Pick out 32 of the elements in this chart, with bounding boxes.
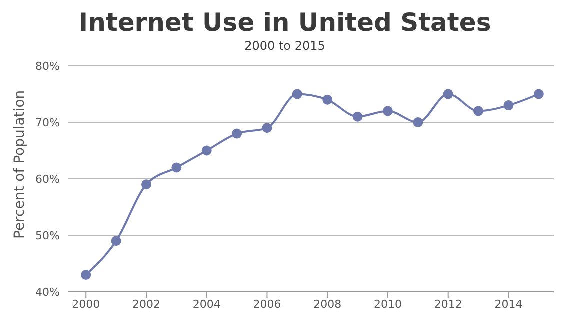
y-tick-label: 40% [36, 286, 60, 299]
point [504, 100, 514, 111]
point [202, 146, 212, 156]
y-tick-label: 50% [36, 229, 60, 242]
point [352, 112, 363, 122]
x-tick-label: 2008 [314, 298, 342, 311]
x-tick-label: 2004 [192, 298, 221, 311]
point [322, 94, 333, 105]
point [474, 106, 484, 116]
point [141, 180, 152, 190]
point [111, 236, 122, 246]
point [232, 128, 242, 139]
y-tick-label: 60% [36, 172, 60, 186]
point [262, 123, 272, 134]
x-tick-label: 2010 [374, 298, 402, 311]
y-axis-title: Percent of Population [12, 90, 28, 239]
point [292, 89, 302, 100]
x-tick-label: 2000 [72, 298, 100, 311]
y-tick-label: 70% [36, 116, 60, 130]
y-tick-label: 80% [36, 60, 60, 73]
x-tick-label: 2006 [253, 298, 282, 311]
x-tick-label: 2002 [132, 298, 160, 311]
chart-title: Internet Use in United States [78, 8, 492, 38]
point [81, 270, 92, 280]
point [172, 162, 182, 173]
point [413, 118, 424, 128]
point [443, 89, 454, 100]
x-tick-label: 2014 [494, 298, 523, 311]
x-tick-label: 2012 [434, 298, 462, 311]
chart-subtitle: 2000 to 2015 [244, 38, 326, 54]
point [534, 89, 544, 100]
point [382, 106, 393, 116]
